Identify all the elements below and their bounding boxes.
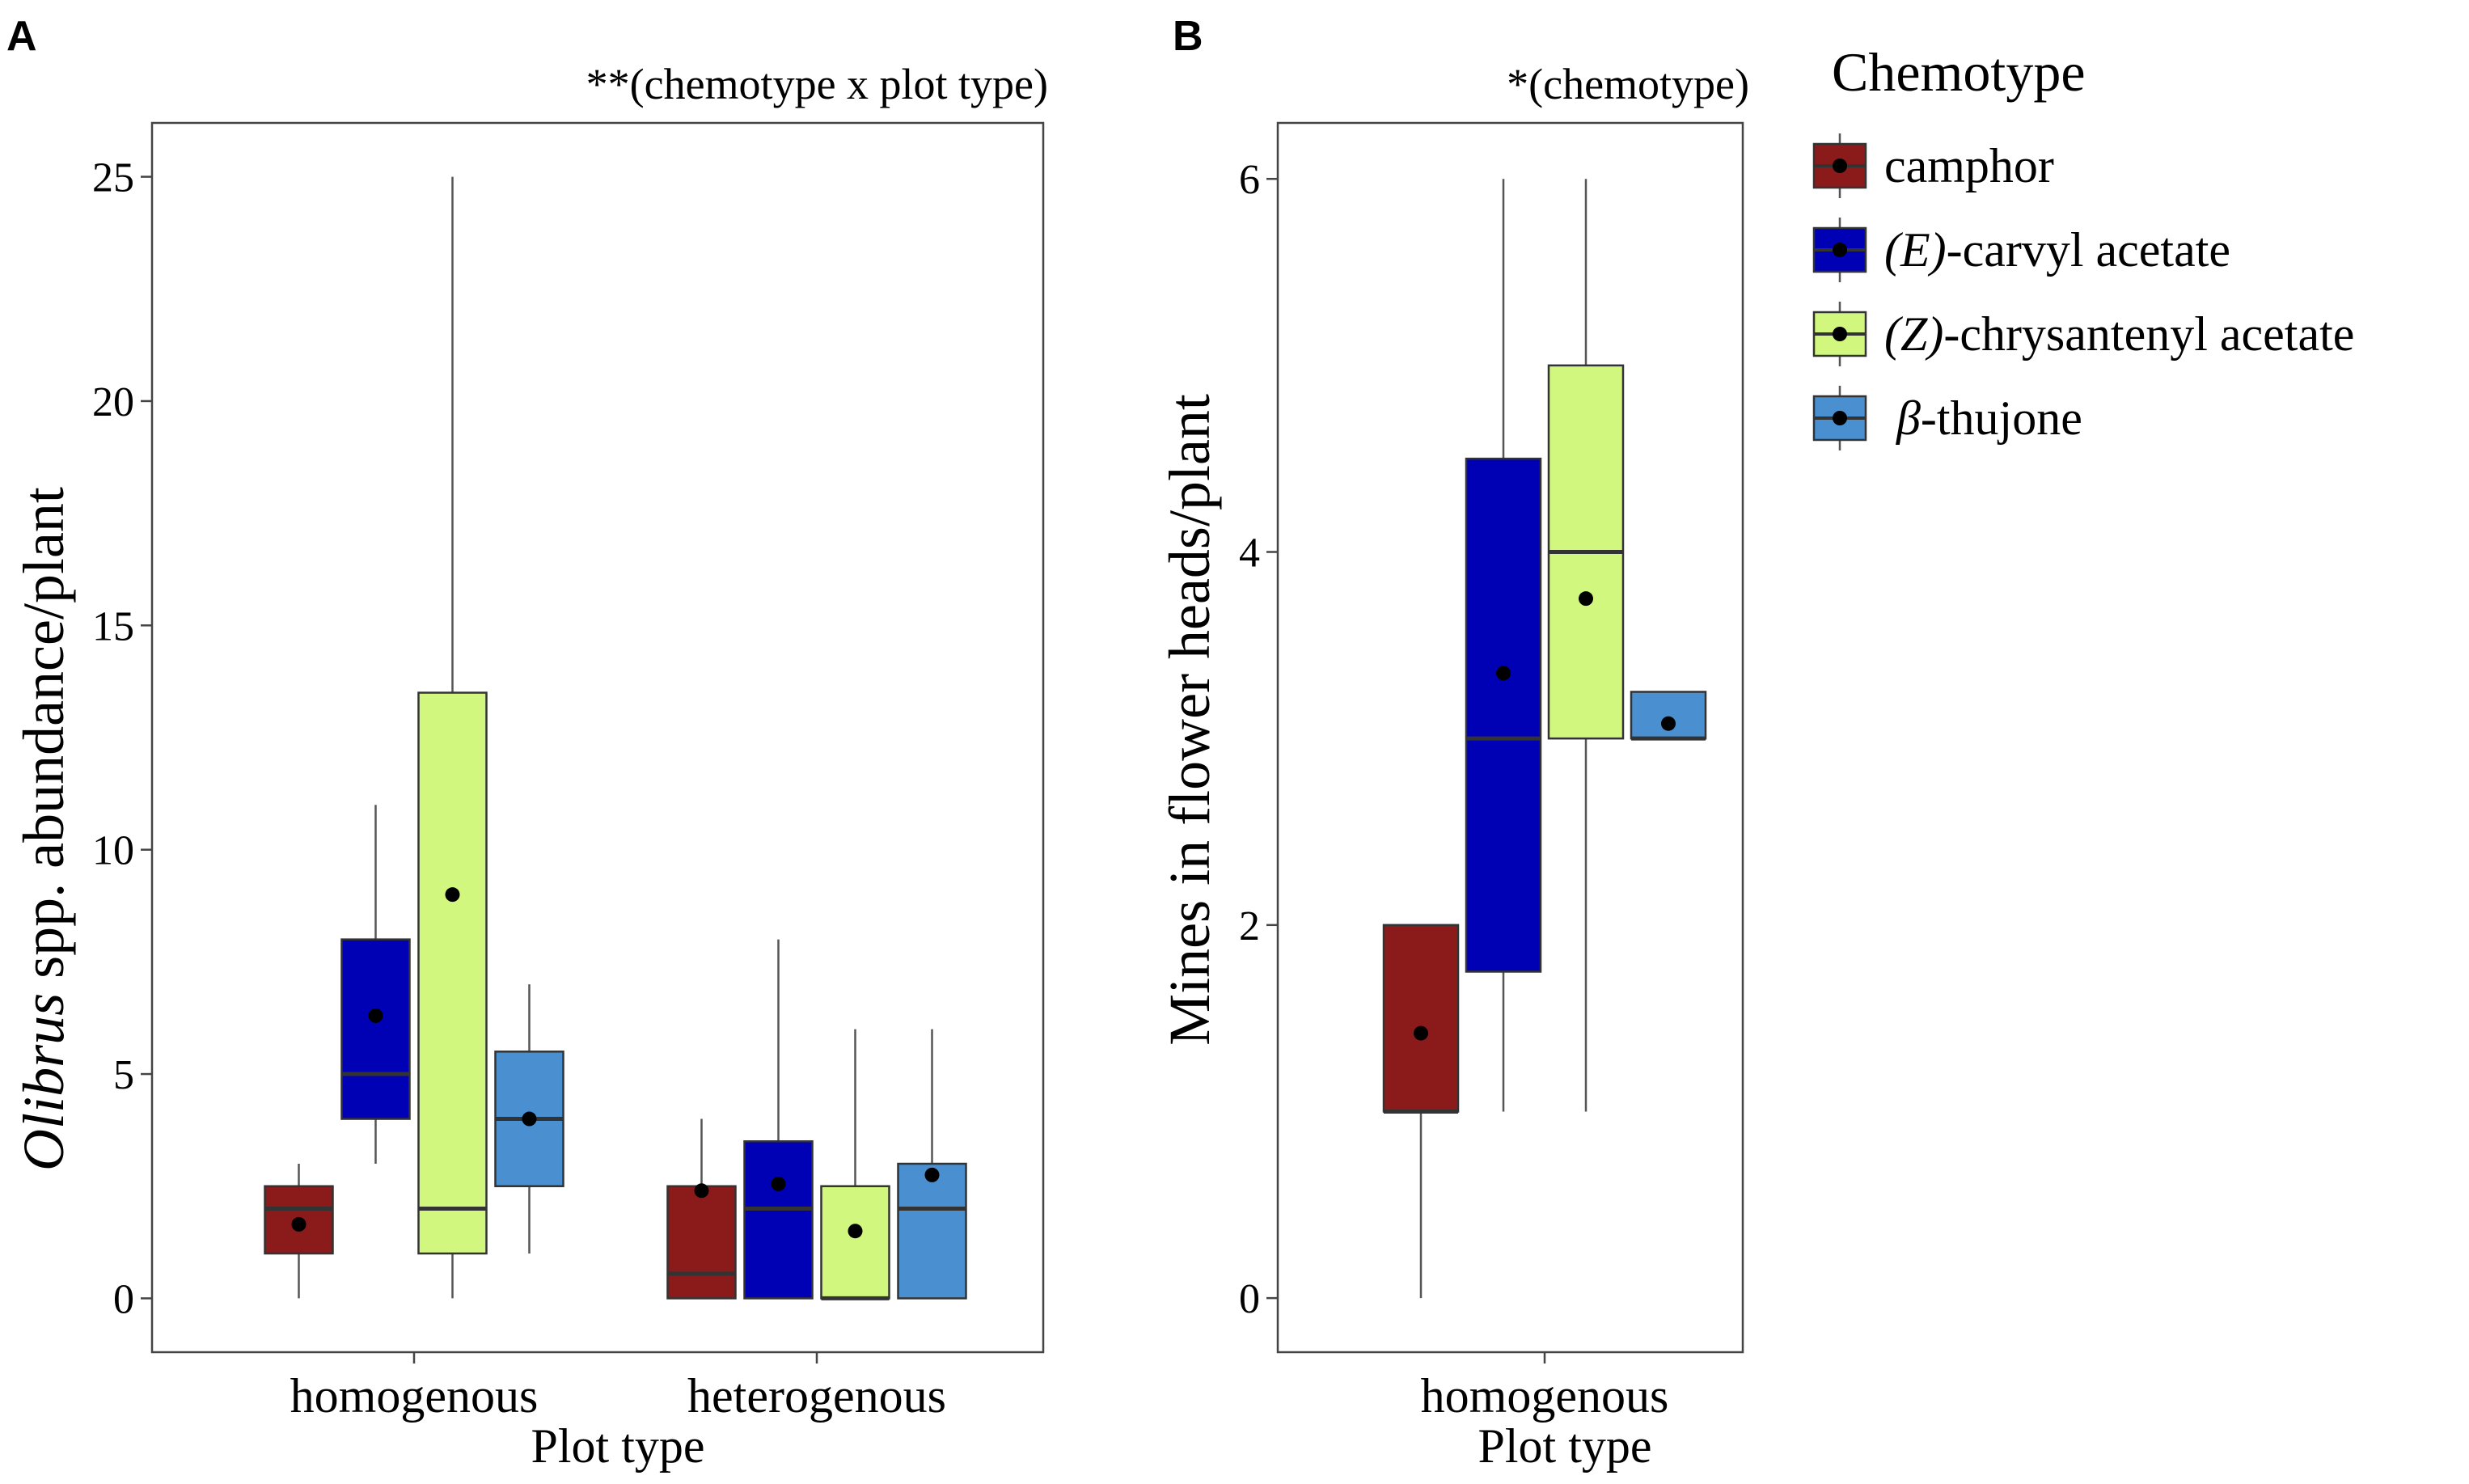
- panel-a-homogenous-beta-thujone-mean-point: [522, 1111, 537, 1127]
- legend-item-camphor-key: [1812, 133, 1867, 198]
- legend-item-z-chrysantenyl-acetate-key: [1812, 302, 1867, 366]
- panel-b-y-tick-label: 4: [1239, 531, 1260, 577]
- panel-b-x-tick-label: homogenous: [1421, 1369, 1669, 1423]
- panel-a-homogenous-camphor-box: [264, 1164, 334, 1299]
- panel-a-y-axis-label-rest: spp. abundance/plant: [11, 487, 76, 993]
- panel-b-homogenous-beta-thujone-iqr: [1630, 691, 1707, 740]
- panel-a-x-axis: homogenous heterogenous: [290, 1352, 946, 1423]
- panel-a-y-axis-label: Olibrus spp. abundance/plant: [11, 487, 76, 1171]
- panel-b-y-tick-label: 0: [1239, 1276, 1260, 1322]
- panel-a-homogenous-z-chrysantenyl-acetate-iqr: [417, 691, 488, 1255]
- panel-b-plot-frame: [1276, 121, 1744, 1354]
- panel-a-heterogenous-beta-thujone-iqr: [897, 1162, 967, 1300]
- panel-a-boxes: [264, 176, 967, 1300]
- panel-a-y-tick-label: 20: [92, 379, 134, 425]
- panel-b-homogenous-camphor-box: [1382, 924, 1460, 1299]
- panel-a-heterogenous-z-chrysantenyl-acetate-box: [820, 1029, 890, 1300]
- panel-b-homogenous-camphor-mean-point: [1414, 1025, 1428, 1041]
- panel-b-label: B: [1173, 13, 1203, 60]
- legend-items: camphor(E)-carvyl acetate(Z)-chrysanteny…: [1812, 133, 2354, 450]
- panel-b-homogenous-e-carvyl-acetate-mean-point: [1496, 666, 1511, 681]
- panel-b-x-axis: homogenous: [1421, 1352, 1669, 1423]
- legend-item-camphor-key-dot: [1833, 159, 1847, 173]
- legend-item-beta-thujone: β-thujone: [1812, 386, 2082, 450]
- legend-item-z-chrysantenyl-acetate: (Z)-chrysantenyl acetate: [1812, 302, 2354, 366]
- panel-a-label: A: [6, 13, 37, 60]
- panel-a-heterogenous-z-chrysantenyl-acetate-iqr: [820, 1185, 890, 1300]
- panel-b-y-axis-label: Mines in flower heads/plant: [1157, 394, 1222, 1046]
- panel-b-homogenous-camphor-iqr: [1382, 924, 1460, 1113]
- legend-item-z-chrysantenyl-acetate-key-dot: [1833, 327, 1847, 341]
- panel-a-heterogenous-z-chrysantenyl-acetate-mean-point: [848, 1224, 863, 1239]
- panel-a-y-tick-label: 15: [92, 603, 134, 649]
- panel-b-x-axis-label: Plot type: [1478, 1419, 1651, 1473]
- panel-b-boxes: [1382, 179, 1707, 1299]
- panel-a-x-axis-label: Plot type: [531, 1419, 704, 1473]
- legend-item-beta-thujone-label: β-thujone: [1896, 391, 2082, 445]
- panel-b-homogenous-z-chrysantenyl-acetate-mean-point: [1579, 591, 1593, 607]
- panel-a-heterogenous-e-carvyl-acetate-mean-point: [771, 1176, 786, 1191]
- panel-a-y-axis-label-genus: Olibrus: [11, 993, 76, 1171]
- panel-b-homogenous-beta-thujone-box: [1630, 691, 1707, 741]
- panel-a-heterogenous-camphor-iqr: [666, 1185, 737, 1300]
- panel-a-homogenous-z-chrysantenyl-acetate-box: [417, 176, 488, 1299]
- legend-item-e-carvyl-acetate-label-prefix: (E): [1884, 223, 1947, 277]
- legend-item-camphor-label: camphor: [1884, 139, 2054, 192]
- panel-b-y-tick-label: 2: [1239, 903, 1260, 949]
- panel-a-heterogenous-e-carvyl-acetate-iqr: [743, 1140, 814, 1300]
- panel-a-y-tick-label: 25: [92, 155, 134, 201]
- panel-a-heterogenous-camphor-box: [666, 1118, 737, 1300]
- panel-a-homogenous-beta-thujone-box: [494, 984, 564, 1254]
- legend-item-beta-thujone-label-prefix: β: [1896, 391, 1921, 445]
- panel-a-y-tick-label: 10: [92, 828, 134, 874]
- legend-item-e-carvyl-acetate-label-text: -carvyl acetate: [1947, 223, 2230, 277]
- panel-b-homogenous-beta-thujone-mean-point: [1661, 716, 1676, 731]
- panel-a-y-tick-label: 5: [113, 1052, 134, 1098]
- legend-item-e-carvyl-acetate: (E)-carvyl acetate: [1812, 218, 2230, 282]
- panel-a-heterogenous-beta-thujone-mean-point: [924, 1167, 940, 1182]
- legend-item-z-chrysantenyl-acetate-label: (Z)-chrysantenyl acetate: [1884, 307, 2354, 361]
- panel-a-homogenous-e-carvyl-acetate-iqr: [340, 938, 411, 1120]
- panel-a-significance: **(chemotype x plot type): [586, 60, 1048, 108]
- panel-a: A **(chemotype x plot type) Olibrus spp.…: [6, 13, 1048, 1473]
- legend-item-camphor: camphor: [1812, 133, 2054, 198]
- panel-a-x-tick-label: homogenous: [290, 1369, 539, 1423]
- legend-item-e-carvyl-acetate-key-dot: [1833, 243, 1847, 257]
- panel-b-y-tick-label: 6: [1239, 157, 1260, 203]
- panel-b-y-axis: 0 2 4 6: [1239, 157, 1278, 1322]
- panel-a-heterogenous-beta-thujone-box: [897, 1029, 967, 1300]
- legend-item-z-chrysantenyl-acetate-label-prefix: (Z): [1884, 307, 1943, 361]
- panel-b-homogenous-z-chrysantenyl-acetate-box: [1547, 179, 1625, 1112]
- legend-item-camphor-label-text: camphor: [1884, 139, 2054, 192]
- panel-a-homogenous-z-chrysantenyl-acetate-mean-point: [445, 887, 460, 903]
- panel-b-homogenous-e-carvyl-acetate-box: [1465, 179, 1542, 1112]
- panel-b-homogenous-e-carvyl-acetate-iqr: [1465, 457, 1542, 973]
- legend-item-beta-thujone-key: [1812, 386, 1867, 450]
- panel-a-homogenous-camphor-mean-point: [291, 1216, 307, 1232]
- panel-a-homogenous-e-carvyl-acetate-box: [340, 805, 411, 1165]
- panel-a-plot-frame: [150, 121, 1045, 1354]
- legend-item-e-carvyl-acetate-label: (E)-carvyl acetate: [1884, 223, 2230, 277]
- legend-item-beta-thujone-label-text: -thujone: [1921, 391, 2082, 445]
- panel-a-y-tick-label: 0: [113, 1276, 134, 1322]
- panel-a-x-tick-label: heterogenous: [687, 1369, 946, 1423]
- panel-b-significance: *(chemotype): [1507, 60, 1749, 108]
- panel-a-homogenous-e-carvyl-acetate-mean-point: [368, 1008, 383, 1023]
- legend-item-z-chrysantenyl-acetate-label-text: -chrysantenyl acetate: [1943, 307, 2354, 361]
- panel-a-heterogenous-camphor-mean-point: [694, 1183, 709, 1199]
- panel-b: B *(chemotype) Mines in flower heads/pla…: [1157, 13, 1749, 1473]
- legend-item-e-carvyl-acetate-key: [1812, 218, 1867, 282]
- panel-a-y-axis: 0 5 10 15 20 25: [92, 155, 152, 1322]
- legend-item-beta-thujone-key-dot: [1833, 411, 1847, 425]
- legend: Chemotype camphor(E)-carvyl acetate(Z)-c…: [1812, 41, 2354, 450]
- legend-title: Chemotype: [1832, 41, 2086, 103]
- panel-a-heterogenous-e-carvyl-acetate-box: [743, 939, 814, 1300]
